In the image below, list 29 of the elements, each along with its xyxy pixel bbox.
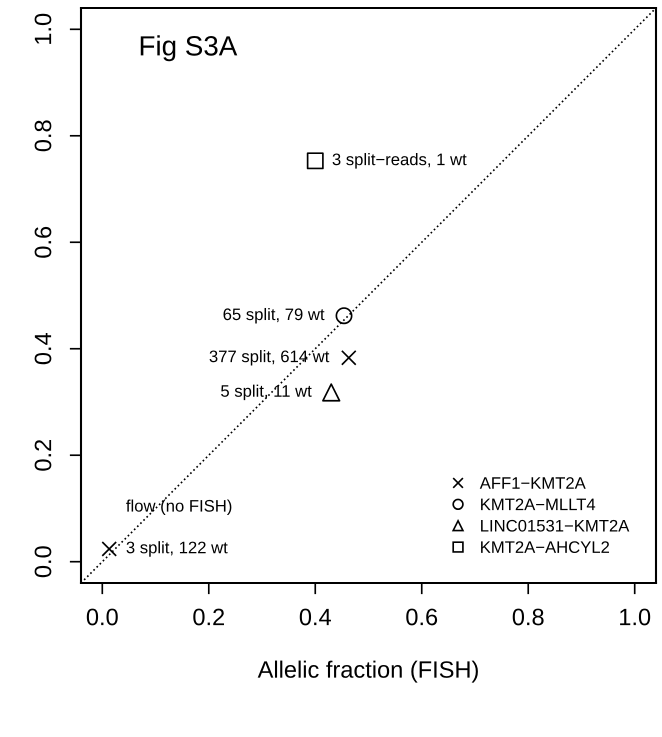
x-tick-label: 0.0 bbox=[86, 608, 118, 626]
annotation: 5 split, 11 wt bbox=[221, 384, 312, 400]
x-tick-label: 1.0 bbox=[620, 608, 650, 626]
legend-label: KMT2A−MLLT4 bbox=[481, 498, 596, 510]
legend-label: LINC01531−KMT2A bbox=[481, 520, 630, 532]
x-tick-label: 0.2 bbox=[193, 608, 224, 626]
y-tick-label: 0.0 bbox=[34, 546, 52, 578]
x-tick-label: 0.4 bbox=[300, 608, 331, 626]
annotation: Fig S3A bbox=[140, 35, 238, 62]
y-tick-label: 0.4 bbox=[34, 333, 52, 364]
annotation: flow (no FISH) bbox=[126, 499, 232, 516]
x-tick-label: 0.8 bbox=[512, 608, 544, 626]
legend-label: KMT2A−AHCYL2 bbox=[481, 541, 610, 554]
x-tick-label: 0.6 bbox=[406, 608, 438, 626]
point bbox=[306, 152, 324, 170]
y-tick-label: 0.8 bbox=[34, 120, 52, 152]
annotation: 3 split, 122 wt bbox=[126, 541, 228, 557]
annotation: 377 split, 614 wt bbox=[210, 350, 330, 366]
y-tick-label: 0.2 bbox=[34, 440, 52, 471]
point bbox=[322, 383, 340, 402]
legend-label: AFF1−KMT2A bbox=[480, 477, 586, 489]
point bbox=[341, 350, 357, 366]
point bbox=[336, 307, 352, 324]
point bbox=[101, 541, 117, 557]
annotation: 65 split, 79 wt bbox=[224, 308, 324, 324]
x-axis-title: Allelic fraction (FISH) bbox=[258, 660, 478, 683]
annotation: 3 split−reads, 1 wt bbox=[332, 153, 467, 169]
y-tick-label: 1.0 bbox=[34, 14, 52, 44]
y-tick-label: 0.6 bbox=[34, 226, 52, 258]
